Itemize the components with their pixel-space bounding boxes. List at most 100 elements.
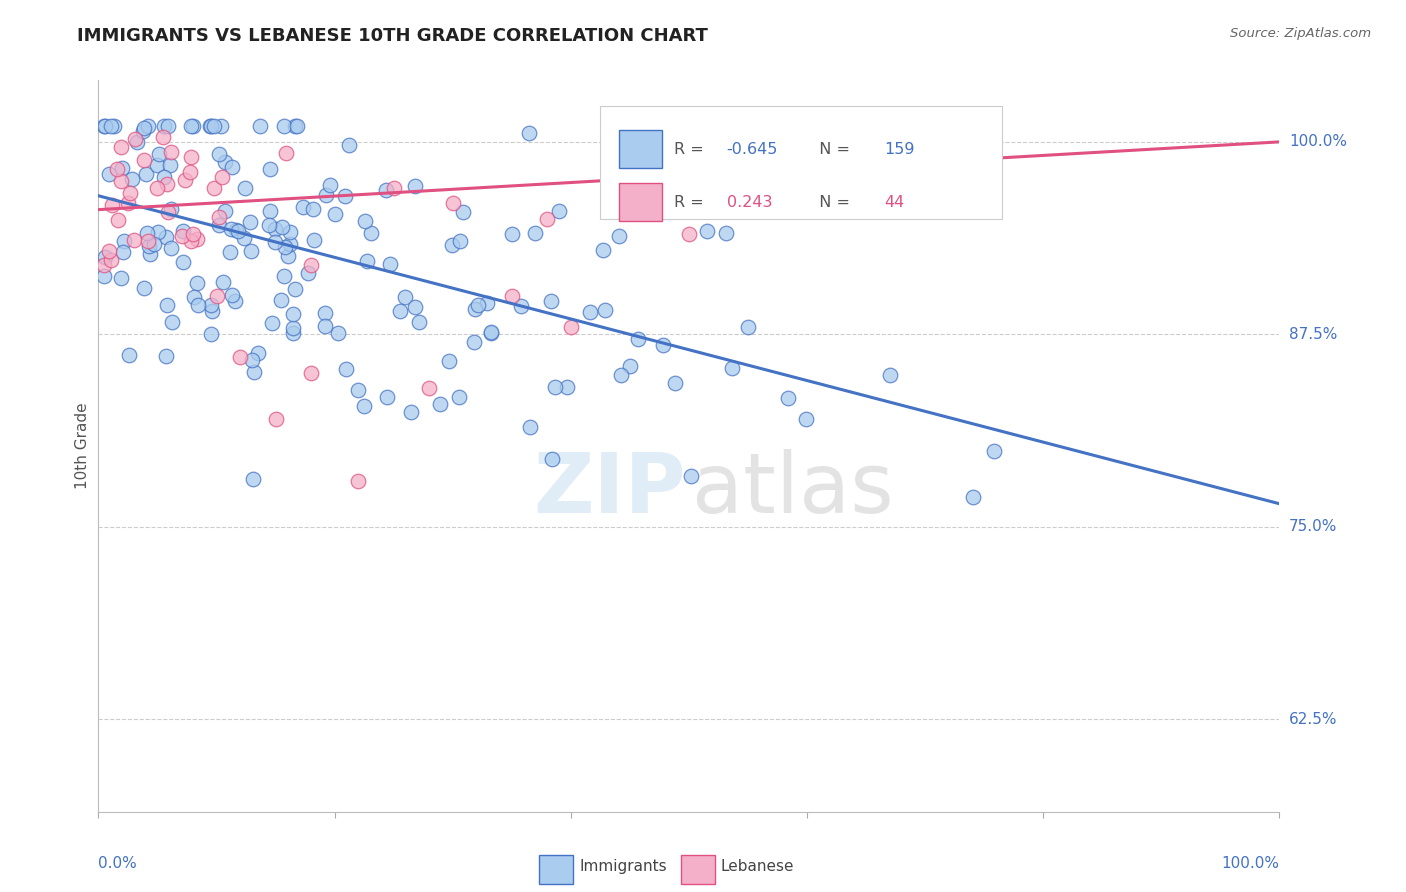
Point <box>555 380 578 394</box>
Point <box>441 237 464 252</box>
Text: ZIP: ZIP <box>533 450 685 531</box>
Point <box>356 253 378 268</box>
Point <box>579 305 602 319</box>
Point <box>103 120 125 134</box>
Text: R =: R = <box>673 195 709 210</box>
Point <box>463 335 485 350</box>
Text: 100.0%: 100.0% <box>1222 855 1279 871</box>
Text: IMMIGRANTS VS LEBANESE 10TH GRADE CORRELATION CHART: IMMIGRANTS VS LEBANESE 10TH GRADE CORREL… <box>77 27 709 45</box>
Point <box>200 326 222 341</box>
Point <box>451 205 474 219</box>
Point <box>353 214 375 228</box>
Point <box>202 180 225 194</box>
Point <box>464 302 486 317</box>
Point <box>180 120 202 134</box>
Point <box>285 120 308 134</box>
Point <box>179 164 201 178</box>
Point <box>146 158 169 172</box>
Text: 0.243: 0.243 <box>727 195 772 210</box>
Point <box>160 145 183 160</box>
Point <box>110 140 132 154</box>
Point <box>360 227 382 241</box>
Point <box>101 198 124 212</box>
Point <box>337 137 360 152</box>
Point <box>404 300 426 314</box>
Point <box>737 319 759 334</box>
Point <box>219 244 242 259</box>
Point <box>127 135 149 149</box>
Point <box>299 258 322 272</box>
Point <box>297 266 319 280</box>
Point <box>156 177 179 191</box>
Point <box>609 229 631 244</box>
Text: -0.645: -0.645 <box>727 142 778 156</box>
Point <box>610 368 633 382</box>
Point <box>124 131 146 145</box>
Point <box>211 170 233 185</box>
Point <box>449 234 471 248</box>
Text: Immigrants: Immigrants <box>579 859 666 874</box>
Point <box>221 160 243 174</box>
Point <box>399 405 422 419</box>
Point <box>94 250 117 264</box>
Point <box>679 469 702 483</box>
Point <box>388 304 411 318</box>
Point <box>284 120 307 134</box>
Point <box>117 196 139 211</box>
Point <box>229 351 252 365</box>
Point <box>136 120 159 134</box>
Point <box>111 161 134 175</box>
Point <box>319 178 342 192</box>
Point <box>148 146 170 161</box>
Point <box>627 332 650 346</box>
Point <box>155 229 177 244</box>
Point <box>93 120 115 134</box>
Point <box>278 237 301 252</box>
Point <box>136 234 159 248</box>
Point <box>98 167 121 181</box>
Point <box>214 154 236 169</box>
Text: Source: ZipAtlas.com: Source: ZipAtlas.com <box>1230 27 1371 40</box>
Point <box>242 365 264 379</box>
FancyBboxPatch shape <box>619 184 662 221</box>
Point <box>153 170 176 185</box>
Point <box>273 268 295 283</box>
Point <box>314 319 336 334</box>
Point <box>186 276 208 290</box>
Point <box>510 299 533 313</box>
Point <box>152 130 174 145</box>
Point <box>652 338 675 352</box>
Point <box>93 258 115 272</box>
Point <box>239 215 262 229</box>
Point <box>120 186 142 201</box>
Point <box>219 222 242 236</box>
Point <box>284 282 307 296</box>
Point <box>325 206 347 220</box>
Point <box>592 243 614 257</box>
Text: N =: N = <box>810 142 855 156</box>
Point <box>619 359 641 373</box>
Point <box>441 196 464 211</box>
Text: 159: 159 <box>884 142 914 156</box>
Point <box>107 162 129 177</box>
Text: N =: N = <box>810 195 855 210</box>
Point <box>134 153 156 167</box>
Point <box>449 390 471 404</box>
Point <box>225 223 247 237</box>
Point <box>110 174 132 188</box>
Point <box>273 120 295 134</box>
Point <box>560 319 582 334</box>
Point <box>97 244 120 258</box>
Point <box>226 224 249 238</box>
Point <box>134 121 156 136</box>
Point <box>408 315 430 329</box>
Point <box>394 289 416 303</box>
Point <box>475 296 498 310</box>
Point <box>278 225 301 239</box>
Point <box>172 224 194 238</box>
Point <box>174 172 197 186</box>
Point <box>264 412 287 426</box>
Point <box>347 474 370 488</box>
Point <box>202 120 225 134</box>
Point <box>326 326 349 340</box>
